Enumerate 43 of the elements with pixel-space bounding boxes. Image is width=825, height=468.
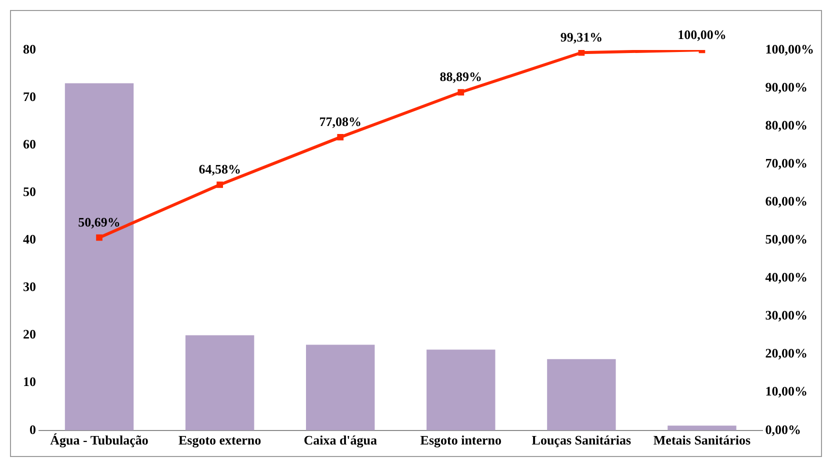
y2-tick-label: 20,00% — [765, 346, 808, 361]
y2-tick-label: 50,00% — [765, 232, 808, 247]
bar — [547, 359, 616, 430]
y2-tick-label: 100,00% — [765, 41, 814, 56]
point — [578, 50, 585, 56]
data-label: 100,00% — [678, 26, 726, 42]
x-tick-label: Caixa d'água — [304, 432, 378, 448]
y-tick-label: 60 — [23, 136, 36, 152]
x-tick-label: Esgoto externo — [178, 432, 262, 448]
data-label: 99,31% — [560, 29, 603, 44]
y2-tick-label: 40,00% — [765, 270, 808, 285]
point — [337, 134, 344, 140]
bar — [185, 335, 254, 430]
y2-tick-label: 80,00% — [765, 117, 808, 132]
y2-tick-label: 0,00% — [765, 422, 801, 437]
y-tick-label: 20 — [23, 326, 36, 342]
y-tick-label: 70 — [23, 88, 36, 104]
x-tick-label: Água - Tubulação — [50, 432, 148, 448]
y2-tick-label: 90,00% — [765, 79, 808, 94]
y-tick-label: 80 — [23, 41, 36, 56]
y2-tick-label: 10,00% — [765, 384, 808, 399]
x-tick-label: Louças Sanitárias — [532, 432, 632, 448]
x-tick-label: Metais Sanitários — [653, 432, 751, 448]
bar — [64, 83, 134, 430]
data-label: 88,89% — [440, 69, 482, 84]
data-label: 77,08% — [319, 114, 362, 130]
point — [216, 182, 223, 188]
y-tick-label: 0 — [30, 422, 36, 437]
x-tick-label: Esgoto interno — [420, 432, 502, 448]
data-label: 64,58% — [198, 162, 241, 177]
y-tick-label: 50 — [23, 184, 36, 200]
bar — [306, 344, 375, 430]
y-tick-label: 10 — [23, 374, 36, 390]
bar — [668, 426, 736, 430]
y-tick-label: 40 — [23, 232, 36, 247]
y2-tick-label: 70,00% — [765, 155, 808, 170]
point — [96, 234, 102, 241]
bar — [426, 350, 496, 430]
y2-tick-label: 60,00% — [765, 194, 808, 209]
y-tick-label: 30 — [23, 279, 36, 294]
data-label: 50,69% — [78, 214, 120, 230]
point — [458, 89, 464, 96]
y2-tick-label: 30,00% — [765, 308, 808, 323]
